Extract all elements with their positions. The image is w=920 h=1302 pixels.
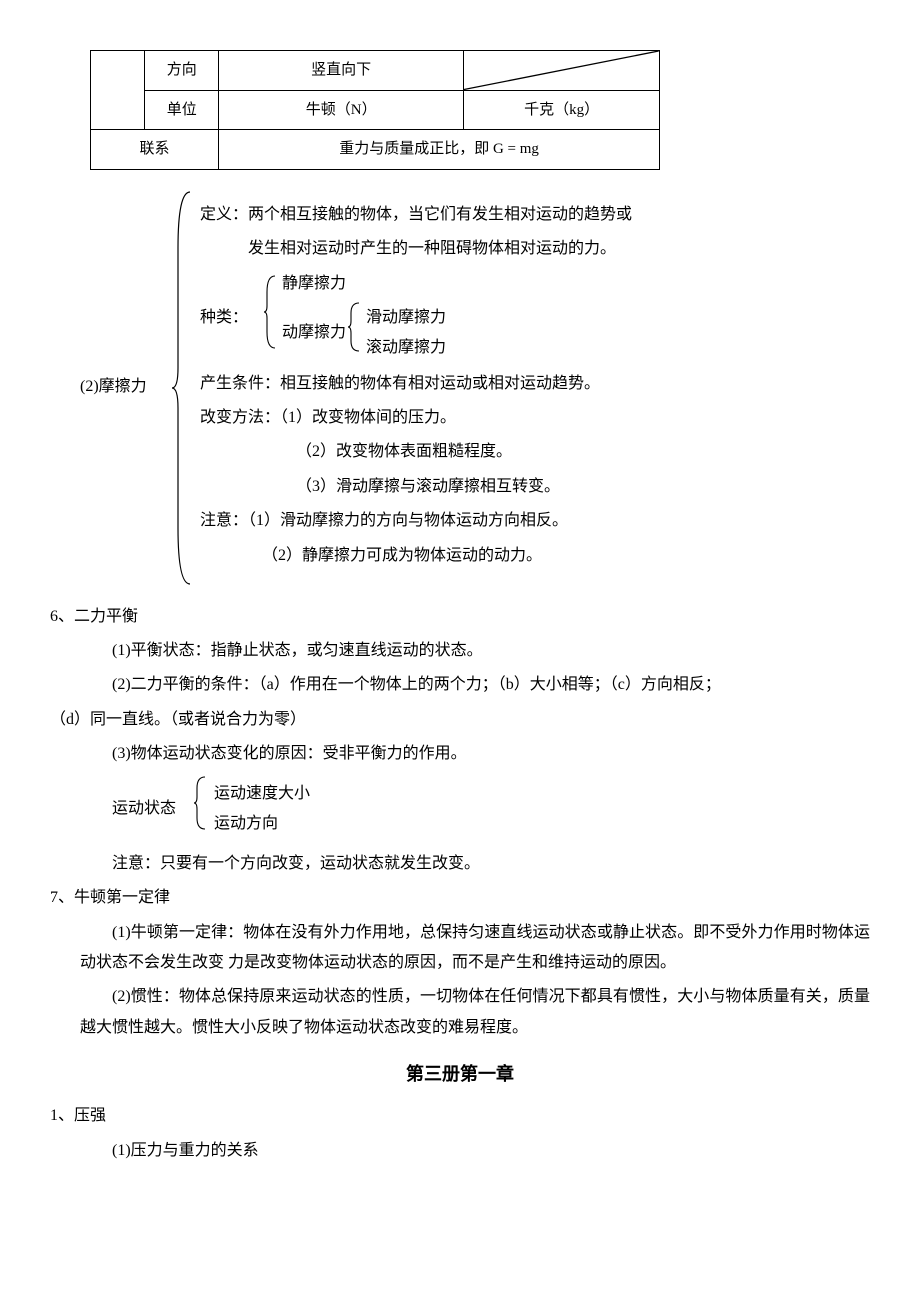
body-text: (3)物体运动状态变化的原因：受非平衡力的作用。 bbox=[80, 739, 870, 769]
body-text: (1)牛顿第一定律：物体在没有外力作用地，总保持匀速直线运动状态或静止状态。即不… bbox=[80, 918, 870, 979]
types-label: 种类： bbox=[200, 303, 262, 333]
types-block: 种类： 静摩擦力 动摩擦力 bbox=[200, 269, 870, 367]
diagonal-cell bbox=[464, 51, 660, 91]
state-item: 运动方向 bbox=[214, 809, 310, 839]
change-line: （2）改变物体表面粗糙程度。 bbox=[200, 437, 870, 467]
blank-cell bbox=[91, 51, 145, 130]
page-container: 方向 竖直向下 单位 牛顿（N） 千克（kg） 联系 重力与质量成正比，即 G … bbox=[0, 0, 920, 1230]
pressure-title: 1、压强 bbox=[50, 1101, 870, 1131]
link-value-cell: 重力与质量成正比，即 G = mg bbox=[219, 130, 660, 170]
change-line: 改变方法：（1）改变物体间的压力。 bbox=[200, 403, 870, 433]
cell: 千克（kg） bbox=[464, 90, 660, 130]
change-line: （3）滑动摩擦与滚动摩擦相互转变。 bbox=[200, 472, 870, 502]
brace-icon bbox=[192, 773, 208, 844]
state-item: 运动速度大小 bbox=[214, 779, 310, 809]
state-body: 运动速度大小 运动方向 bbox=[208, 779, 310, 840]
comparison-table: 方向 竖直向下 单位 牛顿（N） 千克（kg） 联系 重力与质量成正比，即 G … bbox=[90, 50, 660, 170]
note-line: （2）静摩擦力可成为物体运动的动力。 bbox=[200, 541, 870, 571]
state-label: 运动状态 bbox=[112, 794, 192, 824]
link-label-cell: 联系 bbox=[91, 130, 219, 170]
definition-line: 定义：两个相互接触的物体，当它们有发生相对运动的趋势或 bbox=[200, 200, 870, 230]
brace-icon bbox=[346, 299, 362, 366]
type-roll: 滚动摩擦力 bbox=[366, 333, 446, 363]
dynamic-subtypes: 滑动摩擦力 滚动摩擦力 bbox=[362, 303, 446, 364]
row-header: 单位 bbox=[145, 90, 219, 130]
cell: 牛顿（N） bbox=[219, 90, 464, 130]
friction-block: (2)摩擦力 定义：两个相互接触的物体，当它们有发生相对运动的趋势或 发生相对运… bbox=[80, 188, 870, 588]
body-text: (1)压力与重力的关系 bbox=[80, 1136, 870, 1166]
condition-line: 产生条件：相互接触的物体有相对运动或相对运动趋势。 bbox=[200, 369, 870, 399]
type-dynamic-row: 动摩擦力 滑动摩擦力 滚动摩擦力 bbox=[282, 299, 446, 366]
table-row: 联系 重力与质量成正比，即 G = mg bbox=[91, 130, 660, 170]
body-text: (1)平衡状态：指静止状态，或匀速直线运动的状态。 bbox=[80, 636, 870, 666]
cell: 竖直向下 bbox=[219, 51, 464, 91]
motion-state-block: 运动状态 运动速度大小 运动方向 bbox=[112, 773, 870, 844]
note-line: 注意：（1）滑动摩擦力的方向与物体运动方向相反。 bbox=[200, 506, 870, 536]
row-header: 方向 bbox=[145, 51, 219, 91]
types-body: 静摩擦力 动摩擦力 滑动摩擦力 滚动摩擦力 bbox=[278, 269, 446, 367]
diagonal-line-icon bbox=[464, 51, 659, 90]
body-text: (2)二力平衡的条件：（a）作用在一个物体上的两个力；（b）大小相等；（c）方向… bbox=[80, 670, 870, 700]
table-row: 单位 牛顿（N） 千克（kg） bbox=[91, 90, 660, 130]
definition-line: 发生相对运动时产生的一种阻碍物体相对运动的力。 bbox=[200, 234, 870, 264]
brace-icon bbox=[170, 188, 194, 588]
friction-body: 定义：两个相互接触的物体，当它们有发生相对运动的趋势或 发生相对运动时产生的一种… bbox=[194, 200, 870, 575]
brace-icon bbox=[262, 272, 278, 363]
type-dynamic-label: 动摩擦力 bbox=[282, 318, 346, 348]
body-text: 注意：只要有一个方向改变，运动状态就发生改变。 bbox=[80, 849, 870, 879]
friction-label: (2)摩擦力 bbox=[80, 372, 170, 402]
section7-title: 7、牛顿第一定律 bbox=[50, 883, 870, 913]
section6-title: 6、二力平衡 bbox=[50, 602, 870, 632]
body-text: （d）同一直线。（或者说合力为零） bbox=[50, 705, 870, 735]
table-row: 方向 竖直向下 bbox=[91, 51, 660, 91]
body-text: (2)惯性：物体总保持原来运动状态的性质，一切物体在任何情况下都具有惯性，大小与… bbox=[80, 982, 870, 1043]
type-slide: 滑动摩擦力 bbox=[366, 303, 446, 333]
chapter-title: 第三册第一章 bbox=[50, 1057, 870, 1091]
type-static: 静摩擦力 bbox=[282, 269, 446, 299]
